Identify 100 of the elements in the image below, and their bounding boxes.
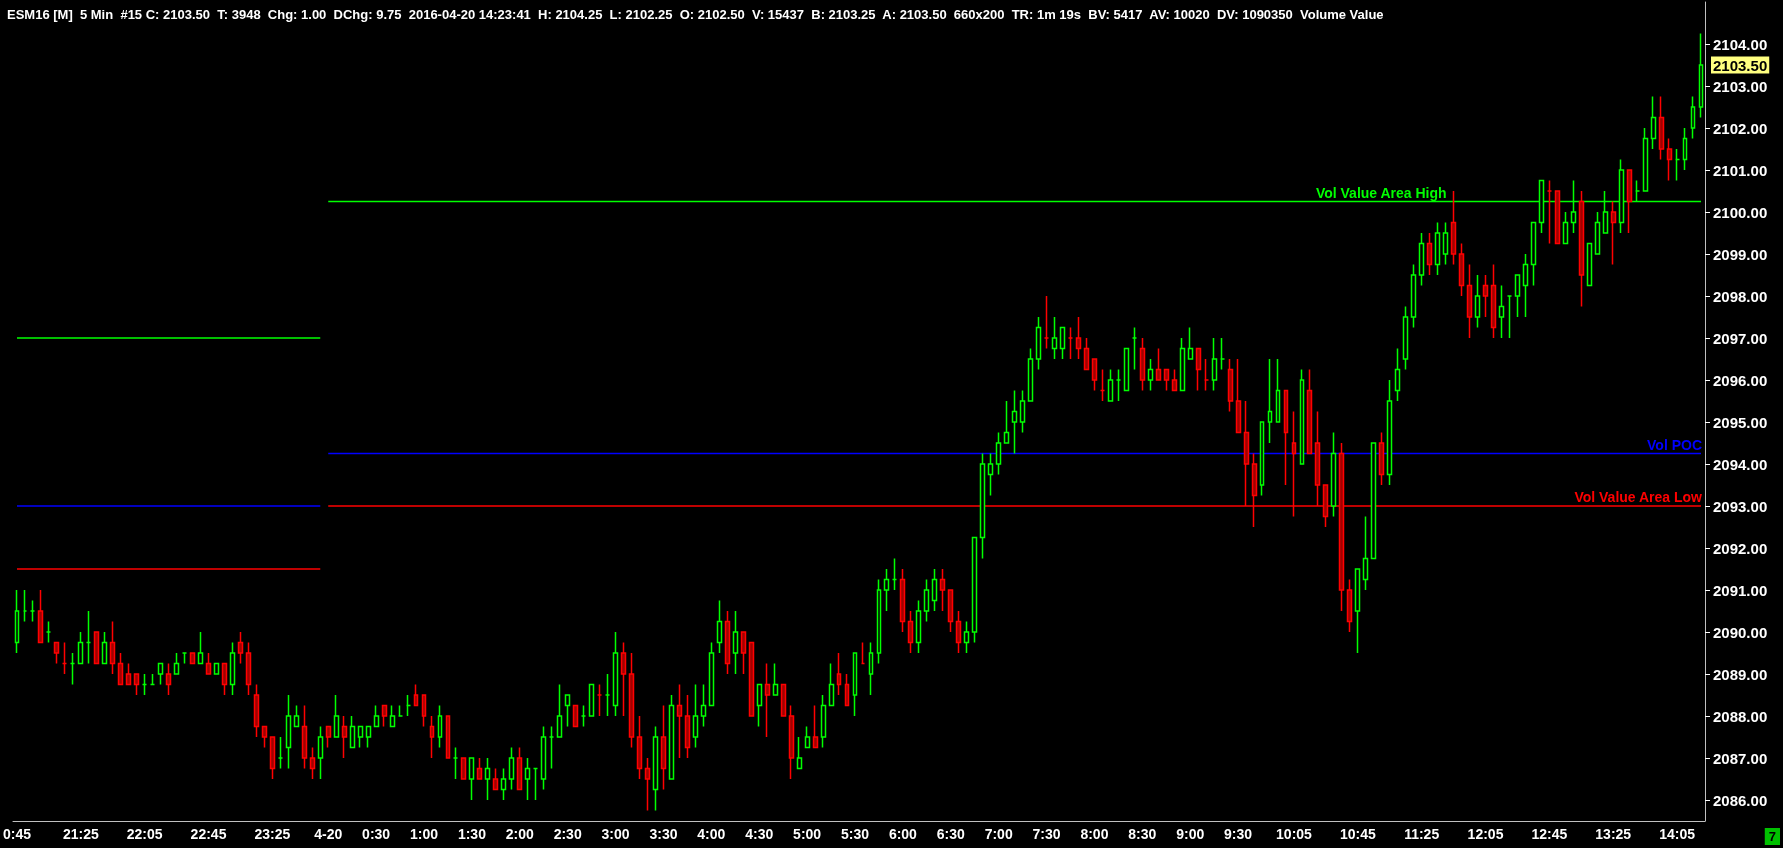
candlestick [1003,400,1010,444]
candlestick [1658,95,1665,161]
candlestick [812,704,819,749]
candlestick [301,704,308,770]
candlestick [620,641,627,717]
candlestick [165,662,172,696]
candlestick [1498,284,1505,339]
candlestick [556,683,563,738]
candlestick [269,736,276,780]
candlestick [995,431,1002,476]
candlestick [955,610,962,654]
y-tick-label: 2090.00 [1713,623,1768,641]
candlestick [836,652,842,696]
x-tick-label: 4-20 [314,826,343,842]
candlestick [1690,95,1696,140]
x-tick-label: 22:05 [126,826,163,842]
series-label: Vol Value Area Low [1574,489,1703,505]
candlestick [205,652,212,675]
candlestick [891,557,898,591]
candlestick [1147,358,1154,392]
candlestick [1450,190,1457,266]
y-tick-label: 2088.00 [1713,707,1768,725]
y-tick-label: 2092.00 [1713,539,1768,557]
x-tick-label: 5:00 [793,826,822,842]
candlestick [796,736,803,770]
candlestick [1227,358,1234,413]
candlestick [285,694,292,770]
x-tick-label: 6:30 [936,826,965,842]
series-label: Vol Value Area High [1315,184,1447,201]
candlestick [333,694,340,738]
x-tick-label: 14:05 [1659,826,1696,842]
candlestick [1139,337,1146,392]
x-tick-label: 0:30 [362,826,391,842]
candlestick [1530,221,1537,287]
candlestick [740,631,747,675]
candlestick [1211,337,1218,392]
candlestick [373,704,380,728]
candlestick [277,736,284,770]
candlestick [788,704,795,780]
y-tick-label: 2095.00 [1713,413,1768,431]
candlestick [413,683,419,707]
text: 7 [1768,829,1776,844]
candlestick [1642,127,1649,192]
candlestick [588,683,595,717]
x-tick-label: 2:30 [553,826,582,842]
candlestick [756,683,763,728]
x-tick-label: 1:30 [457,826,487,842]
candlestick [1283,389,1289,486]
x-tick-label: 3:00 [601,826,630,842]
candlestick [780,683,787,717]
x-tick-label: 9:30 [1224,826,1253,842]
candlestick [644,757,651,812]
candlestick [468,757,475,801]
candlestick [1466,263,1473,339]
x-tick-label: 4:00 [697,826,726,842]
y-tick-label: 2094.00 [1713,455,1768,473]
candlestick [652,725,659,812]
x-tick-label: 7:00 [984,826,1013,842]
candlestick [1330,431,1337,518]
candlestick [245,641,252,696]
candlestick [1187,326,1194,360]
candlestick [524,757,531,801]
candlestick [149,673,156,686]
candlestick [931,568,938,612]
candlestick [1418,232,1425,287]
y-tick-label: 2099.00 [1713,245,1768,263]
candlestick [708,641,715,707]
y-tick-label: 2087.00 [1713,749,1768,767]
candlestick [22,589,28,623]
candlestick [876,578,882,665]
candlestick [1306,368,1313,455]
candlestick [189,652,196,665]
candlestick [1522,253,1529,318]
y-tick-label: 2103.00 [1713,77,1768,95]
candlestick [309,746,316,780]
candlestick [1546,179,1553,245]
candlestick [460,757,467,780]
candlestick [357,725,364,749]
candlestick [676,683,683,759]
x-tick-label: 11:25 [1404,826,1440,842]
candlestick [1035,316,1042,371]
candlestick [197,631,204,665]
x-tick-label: 6:00 [888,826,918,842]
candlestick [325,725,332,749]
text: 2103.50 [1713,56,1768,74]
candlestick [261,725,268,749]
candlestick [437,704,443,749]
candlestick [429,715,435,759]
candlestick [117,652,124,686]
candlestick [253,683,260,738]
x-tick-label: 5:30 [840,826,870,842]
x-tick-label: 23:25 [254,826,291,842]
candlestick [1235,358,1242,434]
candlestick [101,631,108,665]
candlestick [381,704,388,728]
candlestick [1410,263,1417,329]
candlestick [365,725,372,749]
candlestick [1514,274,1521,318]
candlestick [293,704,300,728]
candlestick [1179,337,1186,392]
